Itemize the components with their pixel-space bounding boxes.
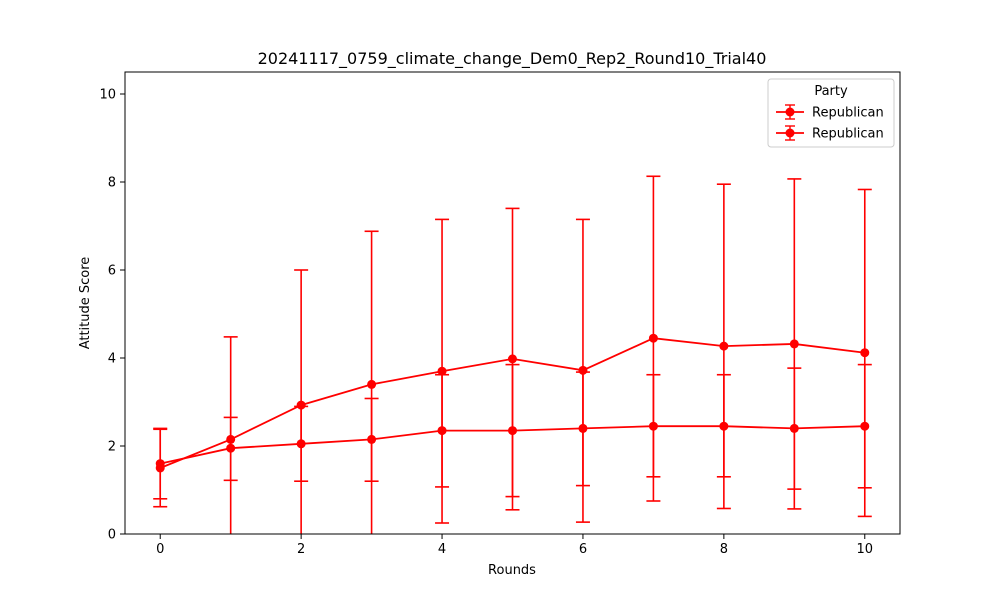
x-tick-label: 2 [297, 542, 305, 557]
data-point [648, 333, 658, 343]
data-point [296, 439, 306, 449]
y-tick-label: 2 [108, 440, 116, 455]
x-axis-label: Rounds [488, 563, 536, 578]
x-tick-label: 4 [438, 542, 446, 557]
legend-handle-marker [785, 107, 795, 117]
data-point [860, 421, 870, 431]
data-point [860, 348, 870, 358]
plot-frame [124, 71, 901, 535]
data-point [789, 423, 799, 433]
data-point [508, 426, 517, 436]
legend-handle-marker [785, 128, 795, 138]
data-point [508, 354, 517, 364]
y-axis-label: Attitude Score [78, 257, 93, 350]
y-tick-label: 0 [108, 528, 116, 543]
data-point [578, 423, 588, 433]
data-point [719, 421, 729, 431]
y-tick-label: 6 [108, 264, 116, 279]
legend-entry-label: Republican [812, 106, 884, 121]
plot-data [153, 175, 872, 534]
x-tick-label: 8 [720, 542, 728, 557]
y-tick-label: 10 [99, 88, 116, 103]
legend-title: Party [814, 84, 848, 99]
legend-box [767, 78, 895, 148]
y-tick-label: 4 [108, 352, 116, 367]
chart-title: 20241117_0759_climate_change_Dem0_Rep2_R… [258, 49, 767, 69]
data-point [789, 339, 799, 349]
x-tick-label: 0 [156, 542, 164, 557]
data-point [367, 434, 377, 444]
data-point [648, 421, 658, 431]
data-point [296, 400, 306, 410]
data-point [155, 459, 165, 469]
data-point [719, 341, 729, 351]
x-tick-label: 10 [856, 542, 873, 557]
y-tick-label: 8 [108, 176, 116, 191]
legend-entry-label: Republican [812, 127, 884, 142]
data-point [437, 366, 447, 376]
data-point [437, 426, 447, 436]
data-point [226, 443, 236, 453]
legend: Party Republican Republican [767, 78, 895, 148]
series-1 [153, 363, 872, 500]
x-tick-label: 6 [579, 542, 587, 557]
data-point [367, 379, 377, 389]
